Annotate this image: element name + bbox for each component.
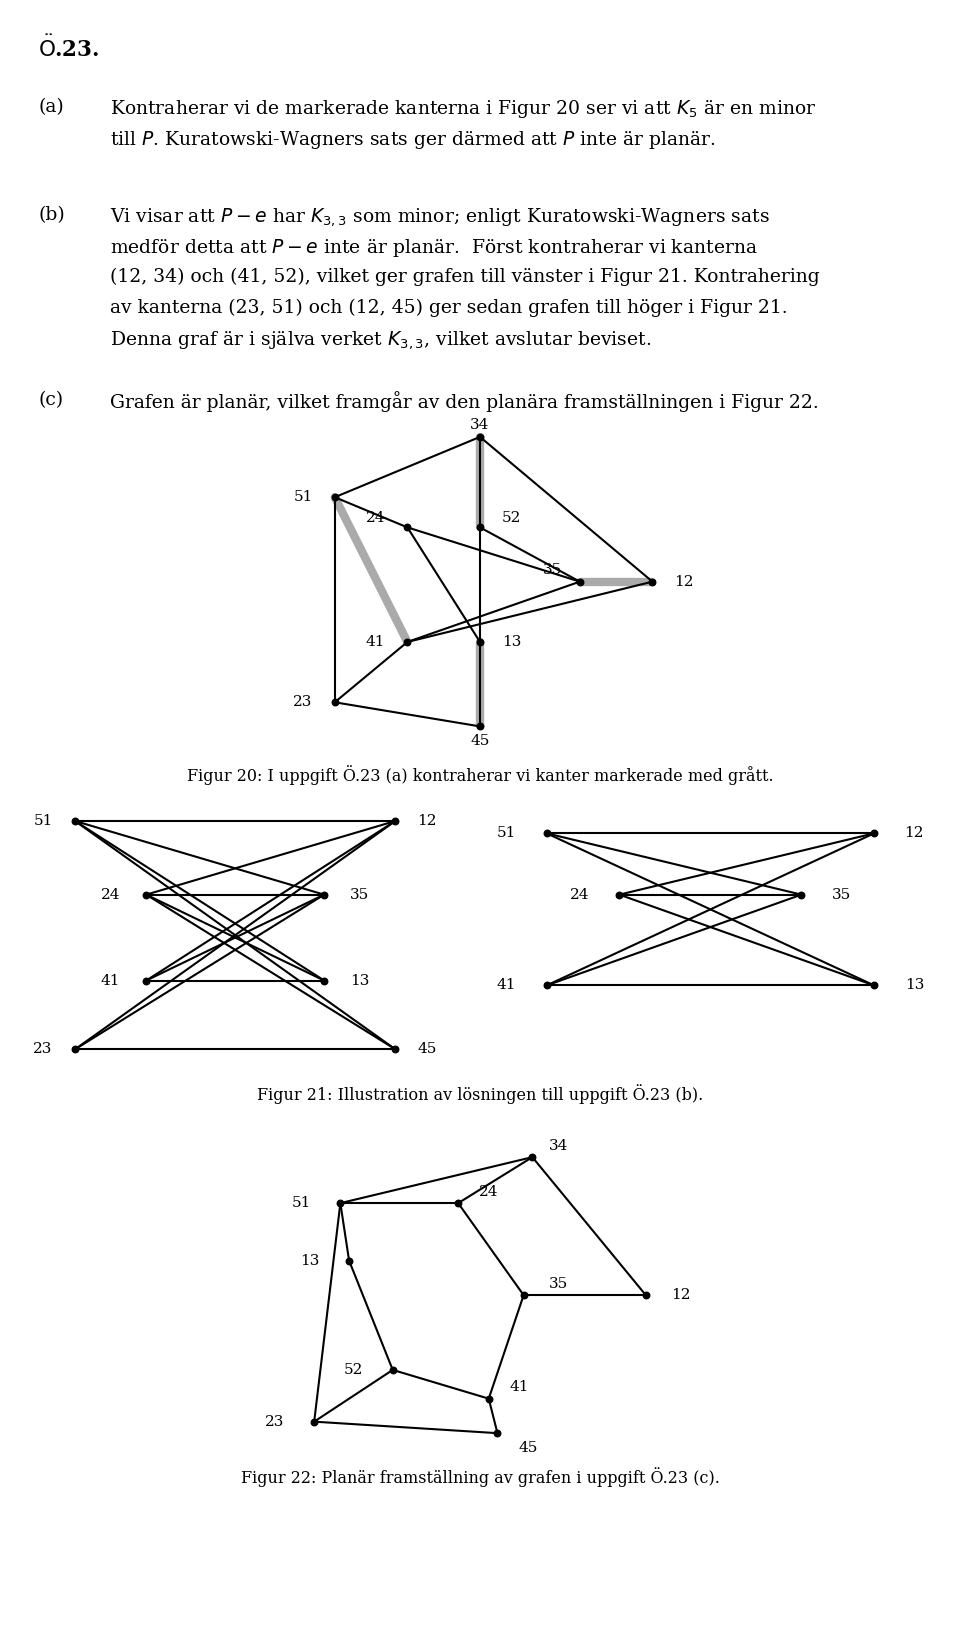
Text: Grafen är planär, vilket framgår av den planära framställningen i Figur 22.: Grafen är planär, vilket framgår av den … [110,392,819,412]
Text: 41: 41 [510,1380,529,1394]
Point [645,569,660,595]
Text: 35: 35 [350,888,370,901]
Text: 13: 13 [904,978,924,992]
Text: 12: 12 [418,814,437,828]
Point [867,973,882,999]
Text: Figur 22: Planär framställning av grafen i uppgift Ö.23 (c).: Figur 22: Planär framställning av grafen… [241,1468,719,1487]
Text: Kontraherar vi de markerade kanterna i Figur 20 ser vi att $K_5$ är en minor: Kontraherar vi de markerade kanterna i F… [110,98,817,120]
Text: 23: 23 [294,695,313,709]
Text: 51: 51 [496,827,516,840]
Point [539,973,554,999]
Text: 51: 51 [34,814,53,828]
Text: 51: 51 [292,1196,311,1210]
Text: 52: 52 [344,1363,363,1376]
Text: 12: 12 [675,574,694,589]
Point [572,569,588,595]
Text: 41: 41 [496,978,516,992]
Point [472,630,488,656]
Text: 41: 41 [101,973,120,988]
Text: 12: 12 [671,1289,690,1302]
Point [516,1282,531,1308]
Text: (c): (c) [38,392,63,410]
Point [333,1189,348,1215]
Point [327,690,343,716]
Text: 24: 24 [479,1184,498,1199]
Text: 52: 52 [502,511,521,526]
Text: till $P$. Kuratowski-Wagners sats ger därmed att $P$ inte är planär.: till $P$. Kuratowski-Wagners sats ger dä… [110,129,716,151]
Text: 13: 13 [350,973,370,988]
Text: 45: 45 [418,1043,437,1056]
Text: (a): (a) [38,98,64,116]
Point [317,882,332,908]
Point [525,1144,540,1170]
Point [388,1036,403,1062]
Point [490,1420,505,1446]
Text: 24: 24 [366,511,385,526]
Point [472,425,488,451]
Text: 34: 34 [470,418,490,431]
Text: 35: 35 [549,1277,568,1290]
Text: 35: 35 [543,563,563,576]
Point [138,968,154,994]
Text: Denna graf är i själva verket $K_{3,3}$, vilket avslutar beviset.: Denna graf är i själva verket $K_{3,3}$,… [110,329,652,351]
Point [399,514,415,540]
Point [450,1189,466,1215]
Text: 45: 45 [470,734,490,748]
Point [472,713,488,739]
Text: 13: 13 [300,1254,320,1267]
Text: Figur 20: I uppgift Ö.23 (a) kontraherar vi kanter markerade med grått.: Figur 20: I uppgift Ö.23 (a) kontraherar… [186,765,774,784]
Point [385,1357,400,1383]
Text: (12, 34) och (41, 52), vilket ger grafen till vänster i Figur 21. Kontrahering: (12, 34) och (41, 52), vilket ger grafen… [110,268,820,286]
Point [67,809,83,835]
Point [481,1386,496,1412]
Point [342,1248,357,1274]
Text: Figur 21: Illustration av lösningen till uppgift Ö.23 (b).: Figur 21: Illustration av lösningen till… [257,1084,703,1103]
Text: 45: 45 [518,1440,538,1455]
Text: 23: 23 [34,1043,53,1056]
Point [388,809,403,835]
Text: av kanterna (23, 51) och (12, 45) ger sedan grafen till höger i Figur 21.: av kanterna (23, 51) och (12, 45) ger se… [110,299,788,317]
Point [327,485,343,511]
Point [539,820,554,846]
Text: 35: 35 [832,888,852,901]
Point [867,820,882,846]
Text: 51: 51 [294,490,313,504]
Point [317,968,332,994]
Point [306,1409,322,1435]
Text: 24: 24 [569,888,589,901]
Point [67,1036,83,1062]
Text: Vi visar att $P - e$ har $K_{3,3}$ som minor; enligt Kuratowski-Wagners sats: Vi visar att $P - e$ har $K_{3,3}$ som m… [110,207,770,228]
Point [138,882,154,908]
Point [472,514,488,540]
Text: 34: 34 [549,1139,568,1152]
Text: 24: 24 [101,888,120,901]
Text: (b): (b) [38,207,65,225]
Text: 23: 23 [265,1414,284,1429]
Text: 12: 12 [904,827,924,840]
Text: medför detta att $P - e$ inte är planär.  Först kontraherar vi kanterna: medför detta att $P - e$ inte är planär.… [110,238,758,259]
Point [399,630,415,656]
Point [794,882,809,908]
Point [638,1282,654,1308]
Text: 13: 13 [502,635,521,649]
Text: $\ddot{\rm O}$.23.: $\ddot{\rm O}$.23. [38,36,100,62]
Point [612,882,627,908]
Text: 41: 41 [366,635,385,649]
